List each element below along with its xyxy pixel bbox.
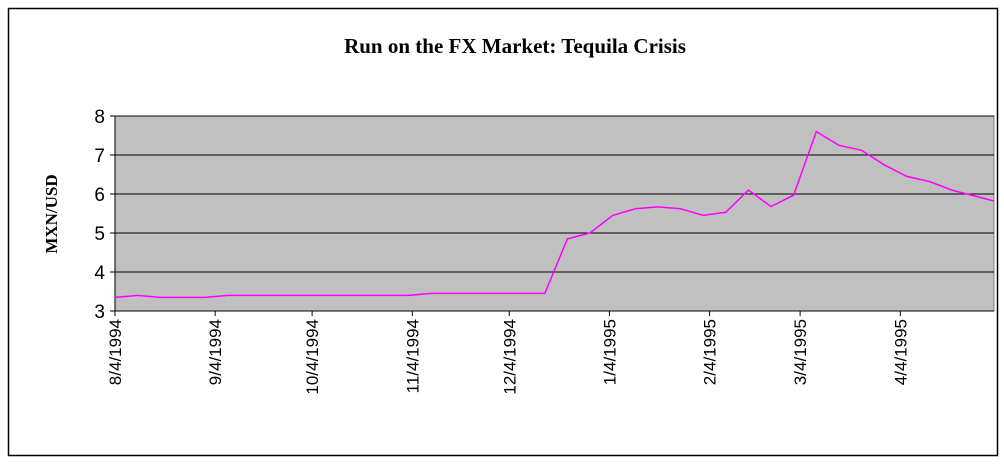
y-tick-label: 8 <box>94 107 105 128</box>
y-tick-label: 3 <box>94 302 105 323</box>
y-tick-label: 5 <box>94 224 105 245</box>
x-tick-label: 11/4/1994 <box>403 319 422 393</box>
x-tick-label: 9/4/1994 <box>206 319 225 385</box>
x-tick-label: 8/4/1994 <box>106 319 125 385</box>
y-tick-label: 7 <box>94 146 105 167</box>
x-tick-label: 12/4/1994 <box>500 319 519 395</box>
x-tick-label: 10/4/1994 <box>303 319 322 395</box>
x-tick-label: 1/4/1995 <box>600 319 619 385</box>
y-tick-label: 4 <box>94 263 105 284</box>
data-line <box>114 130 995 299</box>
y-tick-label: 6 <box>94 185 105 206</box>
y-axis-label: MXN/USD <box>42 174 61 253</box>
plot-area <box>114 115 995 312</box>
x-tick-label: 2/4/1995 <box>701 319 720 385</box>
x-tick-label: 3/4/1995 <box>791 319 810 385</box>
chart-title: Run on the FX Market: Tequila Crisis <box>344 34 686 58</box>
x-tick-label: 4/4/1995 <box>891 319 910 385</box>
